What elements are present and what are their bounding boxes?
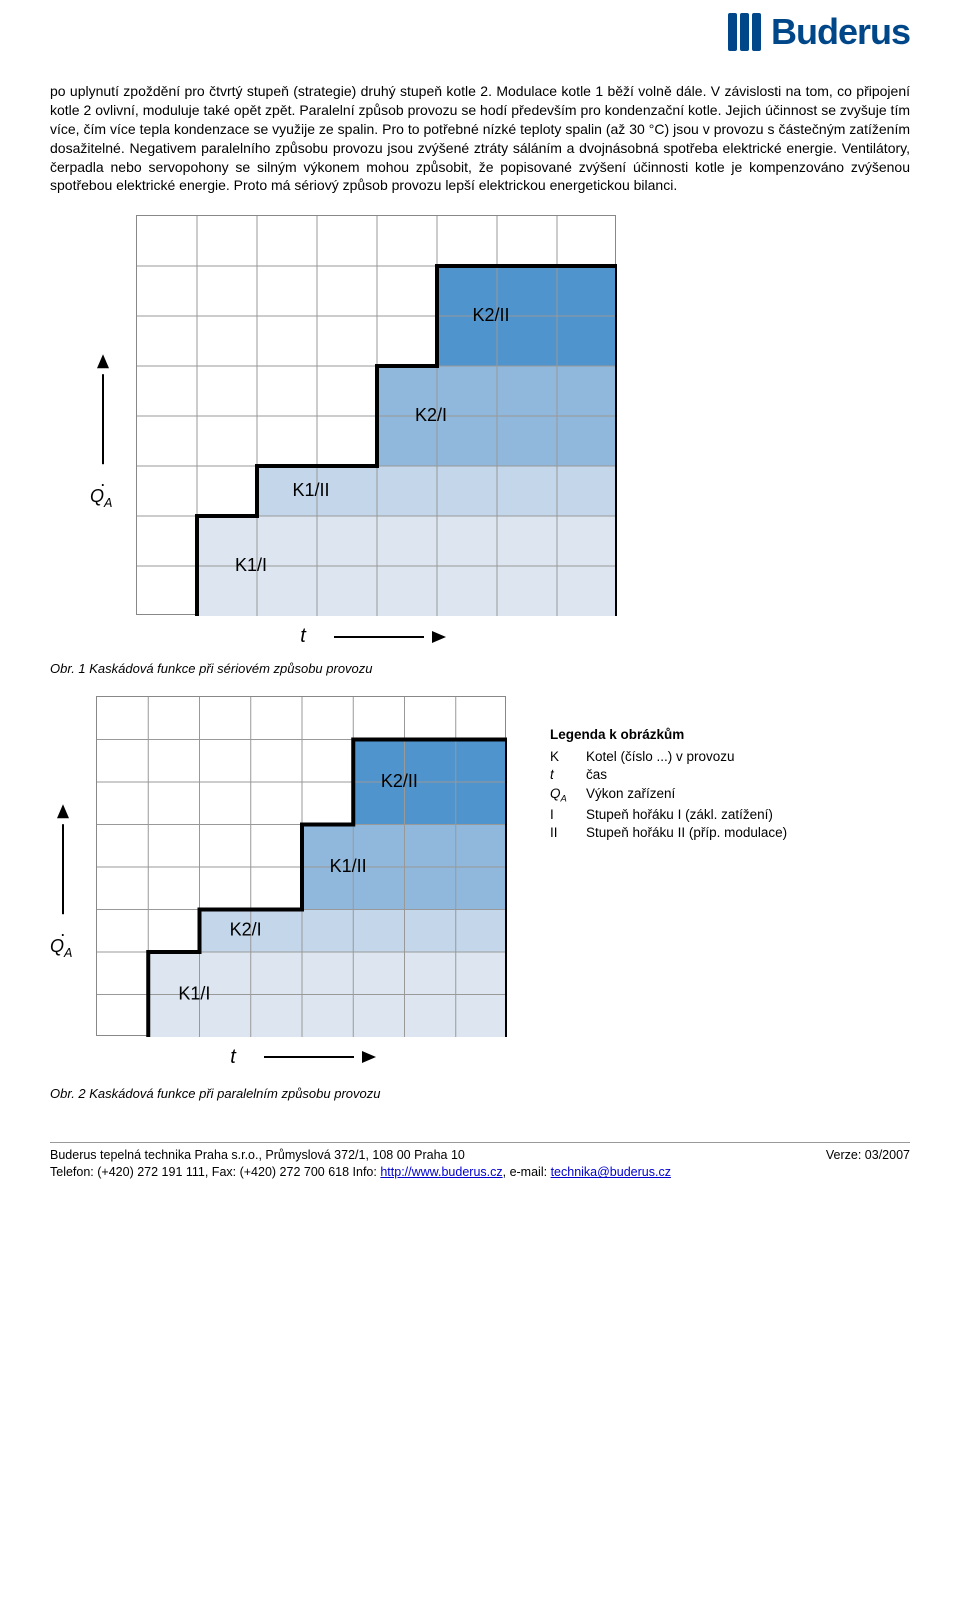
svg-text:K2/II: K2/II (472, 305, 509, 325)
footer-web-link[interactable]: http://www.buderus.cz (380, 1165, 502, 1179)
footer-email-link[interactable]: technika@buderus.cz (551, 1165, 671, 1179)
arrow-up-icon (57, 805, 69, 819)
svg-text:K1/I: K1/I (178, 983, 210, 1003)
chart-parallel: .QA K1/I K2/I K1/II K2/II t (50, 696, 510, 1071)
legend-row: IIStupeň hořáku II (příp. modulace) (550, 824, 787, 842)
arrow-right-icon (362, 1051, 376, 1063)
svg-text:K2/I: K2/I (230, 919, 262, 939)
svg-text:K1/II: K1/II (292, 480, 329, 500)
legend-row: IStupeň hořáku I (zákl. zatížení) (550, 806, 787, 824)
svg-text:K1/I: K1/I (235, 555, 267, 575)
y-axis: .QA (94, 354, 112, 512)
legend: Legenda k obrázkům KKotel (číslo ...) v … (550, 726, 787, 843)
logo-bars-icon (728, 13, 761, 51)
main-paragraph: po uplynutí zpoždění pro čtvrtý stupeň (… (50, 82, 910, 195)
footer-left: Buderus tepelná technika Praha s.r.o., P… (50, 1147, 671, 1181)
x-axis: t (96, 1044, 510, 1071)
brand-logo: Buderus (728, 8, 910, 57)
legend-title: Legenda k obrázkům (550, 726, 787, 744)
logo-text: Buderus (771, 8, 910, 57)
y-axis: .QA (54, 805, 72, 963)
caption-1: Obr. 1 Kaskádová funkce při sériovém způ… (50, 660, 910, 678)
x-axis: t (136, 623, 610, 650)
page-footer: Buderus tepelná technika Praha s.r.o., P… (50, 1142, 910, 1193)
legend-row: QAVýkon zařízení (550, 785, 787, 806)
caption-2: Obr. 2 Kaskádová funkce při paralelním z… (50, 1085, 910, 1103)
svg-text:K2/II: K2/II (381, 771, 418, 791)
legend-row: tčas (550, 766, 787, 784)
arrow-up-icon (97, 354, 109, 368)
svg-text:K2/I: K2/I (415, 405, 447, 425)
footer-version: Verze: 03/2007 (826, 1147, 910, 1181)
footer-contact: Telefon: (+420) 272 191 111, Fax: (+420)… (50, 1164, 671, 1181)
legend-row: KKotel (číslo ...) v provozu (550, 748, 787, 766)
footer-address: Buderus tepelná technika Praha s.r.o., P… (50, 1147, 671, 1164)
chart-serial: .QA K1/I K1/II K2/I K2/II t (90, 215, 610, 650)
arrow-right-icon (432, 631, 446, 643)
svg-text:K1/II: K1/II (330, 856, 367, 876)
